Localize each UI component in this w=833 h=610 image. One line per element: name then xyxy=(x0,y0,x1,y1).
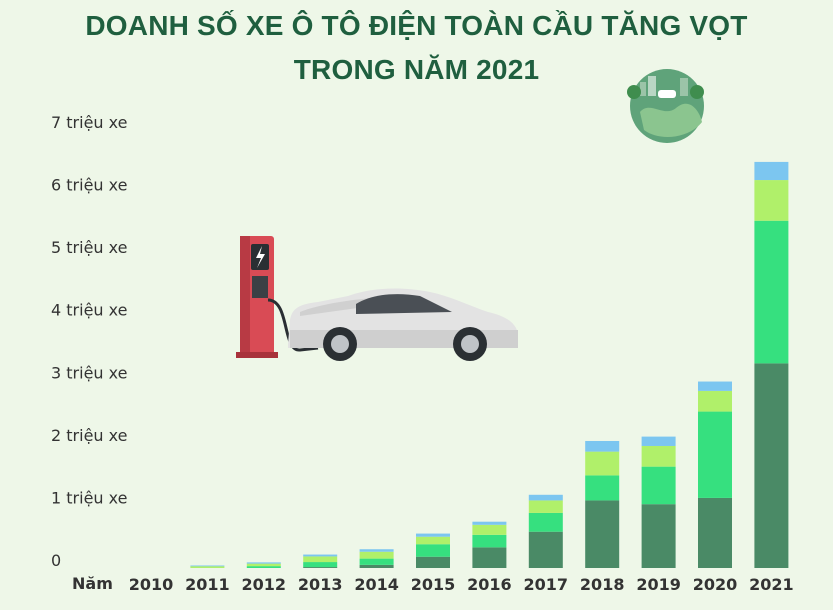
bar-segment xyxy=(528,512,563,532)
bar-segment xyxy=(472,521,507,525)
bar-segment xyxy=(585,451,620,476)
bar-segment xyxy=(416,544,450,557)
bar-segment xyxy=(359,564,394,568)
y-tick-label: 5 triệu xe xyxy=(51,238,127,257)
y-tick-label: 7 triệu xe xyxy=(51,113,127,132)
bar-segment xyxy=(303,554,338,557)
bar-segment xyxy=(528,531,563,568)
bars xyxy=(190,161,789,568)
ev-charging-station-icon xyxy=(236,236,319,358)
x-axis: Năm 2010 2011 2012 2013 2014 2015 2016 2017 2018 2… xyxy=(72,574,794,594)
bar-segment xyxy=(698,381,732,391)
bar-segment xyxy=(641,436,676,446)
bar-segment xyxy=(754,220,789,364)
y-tick-label: 6 triệu xe xyxy=(51,176,127,195)
y-tick-label: 4 triệu xe xyxy=(51,301,127,320)
bar-segment xyxy=(641,466,676,505)
x-tick-label: 2012 xyxy=(242,575,287,594)
bar-segment xyxy=(190,565,225,567)
bar-segment xyxy=(416,536,450,545)
bar-segment xyxy=(416,556,450,568)
green-earth-icon xyxy=(627,69,704,143)
bar-segment xyxy=(246,563,281,567)
x-tick-label: 2017 xyxy=(524,575,569,594)
y-tick-label: 3 triệu xe xyxy=(51,363,127,382)
bar-segment xyxy=(359,551,394,559)
bar-segment xyxy=(641,504,676,568)
x-tick-label: 2018 xyxy=(580,575,625,594)
x-tick-label: 2011 xyxy=(185,575,230,594)
bar-segment xyxy=(585,475,620,501)
x-tick-label: 2019 xyxy=(636,575,681,594)
y-tick-label: 0 xyxy=(51,551,61,570)
y-tick-label: 1 triệu xe xyxy=(51,488,127,507)
x-tick-label: 2020 xyxy=(693,575,738,594)
bar-segment xyxy=(359,549,394,552)
x-tick-label: 2021 xyxy=(749,575,794,594)
bar-segment xyxy=(698,411,732,498)
bar-segment xyxy=(303,556,338,563)
bar-segment xyxy=(472,524,507,535)
y-tick-label: 2 triệu xe xyxy=(51,426,127,445)
x-tick-label: 2016 xyxy=(467,575,512,594)
bar-segment xyxy=(585,440,620,452)
bar-segment xyxy=(641,445,676,467)
chart-title-line-2: TRONG NĂM 2021 xyxy=(293,54,540,85)
chart-title-line-1: DOANH SỐ XE Ô TÔ ĐIỆN TOÀN CẦU TĂNG VỌT xyxy=(85,10,748,41)
bar-segment xyxy=(698,390,732,412)
bar-segment xyxy=(472,547,507,568)
bar-segment xyxy=(359,558,394,565)
x-axis-title: Năm xyxy=(72,574,113,593)
bar-segment xyxy=(754,180,789,221)
bar-segment xyxy=(472,534,507,548)
bar-segment xyxy=(190,566,225,568)
bar-segment xyxy=(246,562,281,564)
bar-segment xyxy=(528,500,563,513)
x-tick-label: 2015 xyxy=(411,575,456,594)
electric-car-icon xyxy=(288,288,518,361)
x-tick-label: 2010 xyxy=(129,575,174,594)
x-tick-label: 2014 xyxy=(354,575,399,594)
bar-segment xyxy=(754,161,789,181)
bar-segment xyxy=(528,494,563,501)
bar-segment xyxy=(246,566,281,568)
x-tick-label: 2013 xyxy=(298,575,343,594)
y-axis: 0 1 triệu xe 2 triệu xe 3 triệu xe 4 triệu x… xyxy=(51,113,127,570)
bar-segment xyxy=(754,363,789,568)
bar-segment xyxy=(698,497,732,568)
bar-segment xyxy=(416,533,450,537)
bar-segment xyxy=(303,567,338,568)
bar-segment xyxy=(303,562,338,568)
bar-segment xyxy=(585,500,620,568)
